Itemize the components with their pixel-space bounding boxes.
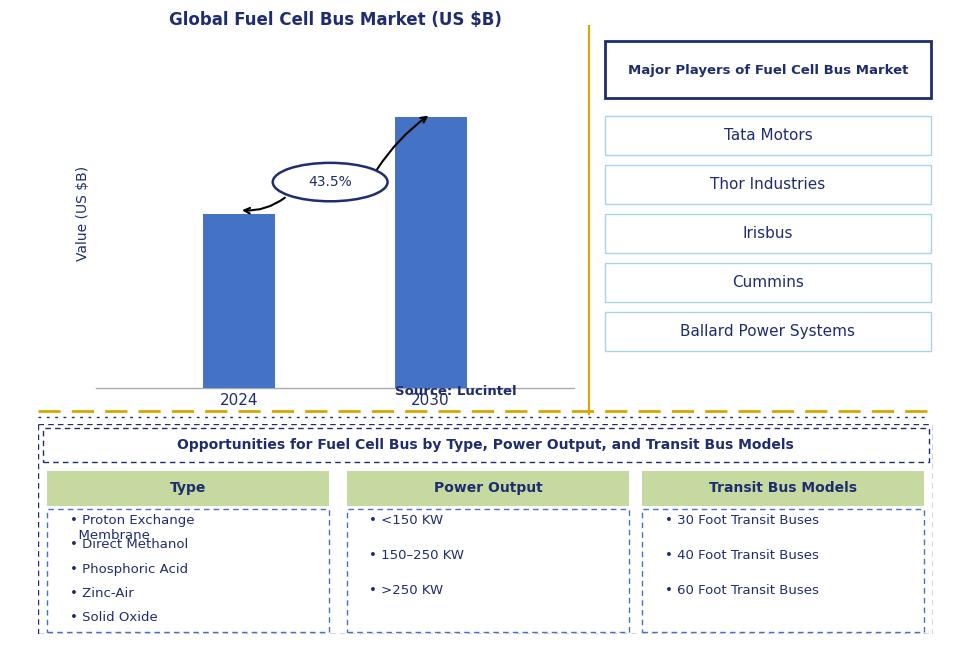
- Text: • Solid Oxide: • Solid Oxide: [70, 611, 157, 624]
- FancyBboxPatch shape: [347, 509, 629, 632]
- Title: Global Fuel Cell Bus Market (US $B): Global Fuel Cell Bus Market (US $B): [168, 11, 501, 29]
- FancyBboxPatch shape: [605, 41, 931, 98]
- Text: Thor Industries: Thor Industries: [710, 177, 826, 192]
- Bar: [394, 117, 466, 388]
- Text: • Proton Exchange
  Membrane: • Proton Exchange Membrane: [70, 514, 194, 542]
- Text: • 30 Foot Transit Buses: • 30 Foot Transit Buses: [665, 514, 818, 527]
- Text: • Zinc-Air: • Zinc-Air: [70, 587, 133, 600]
- FancyBboxPatch shape: [605, 263, 931, 302]
- Text: Cummins: Cummins: [732, 275, 804, 291]
- FancyBboxPatch shape: [605, 214, 931, 254]
- FancyBboxPatch shape: [347, 471, 629, 506]
- FancyBboxPatch shape: [642, 509, 924, 632]
- Text: • <150 KW: • <150 KW: [369, 514, 443, 527]
- Text: Source: Lucintel: Source: Lucintel: [395, 385, 517, 398]
- FancyBboxPatch shape: [47, 509, 329, 632]
- Text: Tata Motors: Tata Motors: [723, 128, 812, 143]
- FancyBboxPatch shape: [605, 165, 931, 204]
- Bar: [204, 214, 276, 388]
- Text: • 60 Foot Transit Buses: • 60 Foot Transit Buses: [665, 584, 818, 597]
- Text: • 150–250 KW: • 150–250 KW: [369, 549, 464, 562]
- Text: Power Output: Power Output: [434, 481, 543, 496]
- FancyBboxPatch shape: [642, 471, 924, 506]
- Text: • Direct Methanol: • Direct Methanol: [70, 538, 188, 551]
- FancyBboxPatch shape: [47, 471, 329, 506]
- Text: Major Players of Fuel Cell Bus Market: Major Players of Fuel Cell Bus Market: [628, 64, 908, 77]
- Text: Type: Type: [170, 481, 207, 496]
- Text: • 40 Foot Transit Buses: • 40 Foot Transit Buses: [665, 549, 818, 562]
- FancyBboxPatch shape: [605, 116, 931, 155]
- Text: Irisbus: Irisbus: [743, 226, 793, 241]
- Text: Opportunities for Fuel Cell Bus by Type, Power Output, and Transit Bus Models: Opportunities for Fuel Cell Bus by Type,…: [177, 438, 794, 452]
- Text: • >250 KW: • >250 KW: [369, 584, 443, 597]
- FancyBboxPatch shape: [43, 428, 928, 462]
- Text: • Phosphoric Acid: • Phosphoric Acid: [70, 562, 188, 576]
- Text: Ballard Power Systems: Ballard Power Systems: [680, 324, 856, 339]
- Text: Transit Bus Models: Transit Bus Models: [709, 481, 857, 496]
- Y-axis label: Value (US $B): Value (US $B): [77, 166, 90, 261]
- Text: 43.5%: 43.5%: [308, 175, 352, 189]
- FancyBboxPatch shape: [605, 312, 931, 351]
